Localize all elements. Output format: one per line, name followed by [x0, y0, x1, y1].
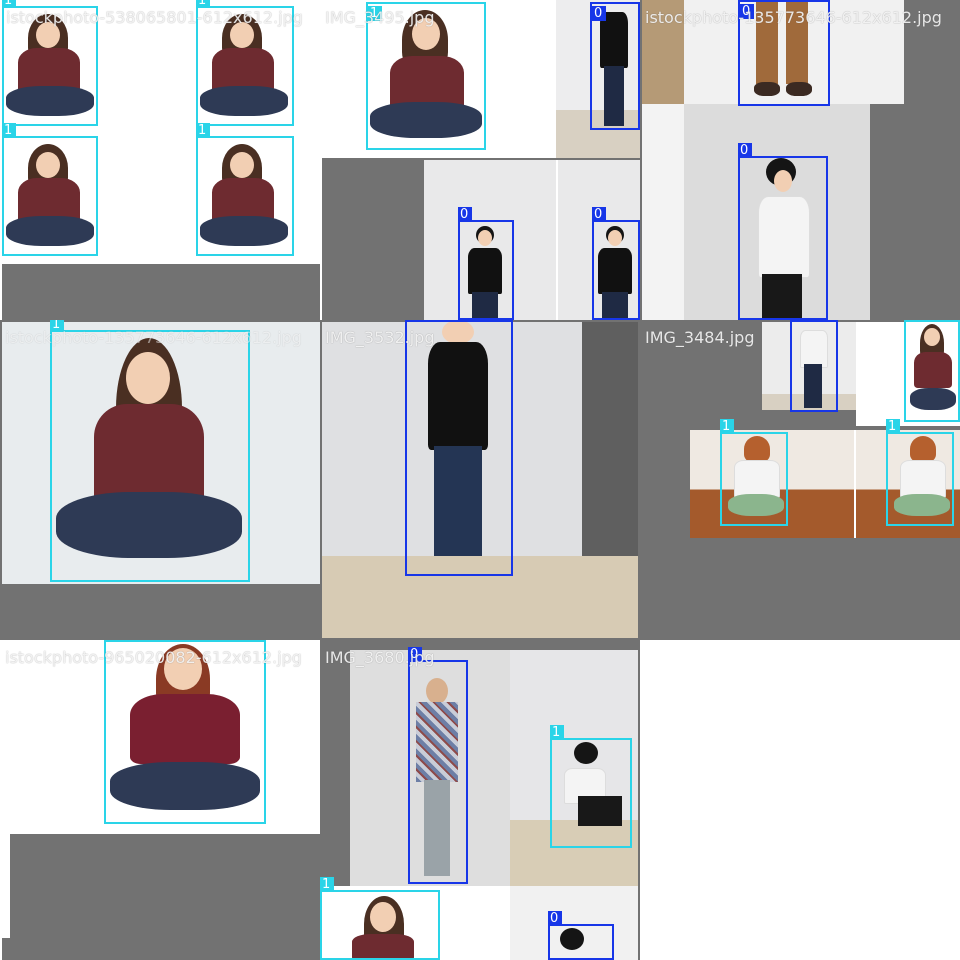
man-head-photo [552, 926, 610, 960]
background-region [320, 886, 510, 960]
bbox-label: 1 [320, 877, 334, 892]
bbox-label: 1 [368, 6, 382, 21]
seated-woman-photo [4, 138, 96, 254]
bbox-label: 1 [2, 0, 16, 8]
standing-man-photo [460, 222, 512, 320]
image-filename: IMG_3484.jpg [645, 328, 755, 347]
bbox-label: 1 [720, 419, 734, 434]
image-filename: istockphoto-135773646-612x612.jpg [645, 8, 942, 27]
background-region [642, 0, 684, 104]
mosaic-tile-r2c0: 1 istockphoto-965020082-612x612.jpg [0, 640, 320, 960]
background-region [556, 110, 640, 158]
bbox-label: 0 [405, 320, 419, 322]
bbox-label: 1 [196, 0, 210, 8]
legs-khaki-pants-photo [740, 0, 826, 102]
image-filename: IMG_3680.jpg [325, 648, 435, 667]
standing-man-photo [592, 4, 636, 128]
bbox-label: 1 [196, 123, 210, 138]
background-region [322, 556, 638, 638]
padding-region [2, 264, 320, 320]
bbox-class-1: 1 [366, 2, 486, 150]
bbox-label: 1 [2, 123, 16, 138]
bbox-label: 0 [458, 207, 472, 222]
bbox-class-1: 1 [2, 123, 98, 256]
seated-woman-photo [322, 894, 438, 960]
seated-woman-photo [908, 322, 958, 418]
bbox-class-0: 0 [405, 320, 513, 576]
bbox-label: 1 [550, 725, 564, 740]
bbox-label: 1 [904, 320, 918, 322]
mosaic-tile-r2c2 [640, 640, 960, 960]
standing-man-photo [794, 324, 832, 410]
padding-region [2, 938, 12, 960]
bbox-label: 0 [592, 207, 606, 222]
seated-woman-photo [108, 642, 262, 820]
bbox-class-1: 1 [2, 0, 98, 126]
standing-man-photo [594, 222, 638, 320]
seated-woman-photo [198, 8, 290, 124]
bbox-class-1: 1 [320, 877, 440, 960]
bbox-class-0: 0 [458, 207, 514, 320]
mosaic-tile-r2c1: 0 1 1 0 IMG_3680.jpg [320, 640, 640, 960]
image-seam [556, 160, 558, 320]
bbox-class-1: 1 [550, 725, 632, 848]
bbox-class-1: 1 [196, 0, 294, 126]
bbox-class-1: 1 [104, 640, 266, 824]
bbox-label: 0 [738, 143, 752, 158]
seated-woman-photo [4, 8, 96, 124]
standing-man-photo [410, 662, 466, 882]
image-filename: istockphoto-965020082-612x612.jpg [5, 648, 302, 667]
standing-man-photo [744, 156, 824, 320]
mosaic-tile-r0c2: 0 0 istockphoto-135773646-612x612.jpg [640, 0, 960, 320]
bbox-class-0: 0 [548, 911, 614, 960]
bbox-label: 0 [408, 647, 422, 662]
bbox-class-1: 1 [50, 320, 250, 582]
mosaic-tile-r1c2: 0 1 1 1 IMG_3484.jpg [640, 320, 960, 640]
seated-woman-photo [198, 138, 290, 254]
bbox-label: 0 [592, 6, 606, 21]
bbox-class-0: 0 [738, 143, 828, 320]
padding-region [10, 834, 320, 960]
padding-region [582, 322, 638, 556]
bbox-class-1: 1 [196, 123, 294, 256]
seated-man-photo [554, 740, 630, 844]
bbox-class-0: 0 [408, 647, 468, 884]
background-region [642, 104, 684, 320]
standing-man-photo [408, 320, 508, 574]
background-region [510, 820, 638, 886]
image-filename: istockphoto-538065801-612x612.jpg [6, 8, 303, 27]
seated-woman-photo [890, 434, 952, 524]
bbox-label: 0 [548, 911, 562, 926]
bbox-label: 1 [50, 320, 64, 332]
bbox-class-0: 0 [590, 2, 640, 130]
bbox-label: 0 [790, 320, 804, 322]
bbox-class-1: 1 [720, 419, 788, 526]
image-filename: IMG_3495.jpg [325, 8, 435, 27]
mosaic-tile-r1c1: 0 IMG_3532.jpg [320, 320, 640, 640]
seated-woman-photo [724, 434, 786, 524]
mosaic-tile-r0c0: 1 1 1 1 istockphoto-538065801-612x612.jp… [0, 0, 320, 320]
bbox-class-0: 0 [738, 0, 830, 106]
bbox-class-0: 0 [790, 320, 838, 412]
bbox-label: 1 [886, 419, 900, 434]
image-filename: istockphoto-135773646-612x612.jpg [5, 328, 302, 347]
image-seam [854, 430, 856, 538]
image-filename: IMG_3532.jpg [325, 328, 435, 347]
bbox-class-1: 1 [886, 419, 954, 526]
bbox-class-1: 1 [904, 320, 960, 422]
mosaic-tile-r1c0: 1 istockphoto-135773646-612x612.jpg [0, 320, 320, 640]
mosaic-tile-r0c1: 1 0 0 0 IMG_3495.jpg [320, 0, 640, 320]
bbox-label: 0 [740, 4, 754, 19]
seated-woman-photo [54, 334, 244, 582]
bbox-class-0: 0 [592, 207, 640, 320]
bbox-label: 1 [104, 640, 118, 642]
seated-woman-photo [368, 6, 484, 146]
